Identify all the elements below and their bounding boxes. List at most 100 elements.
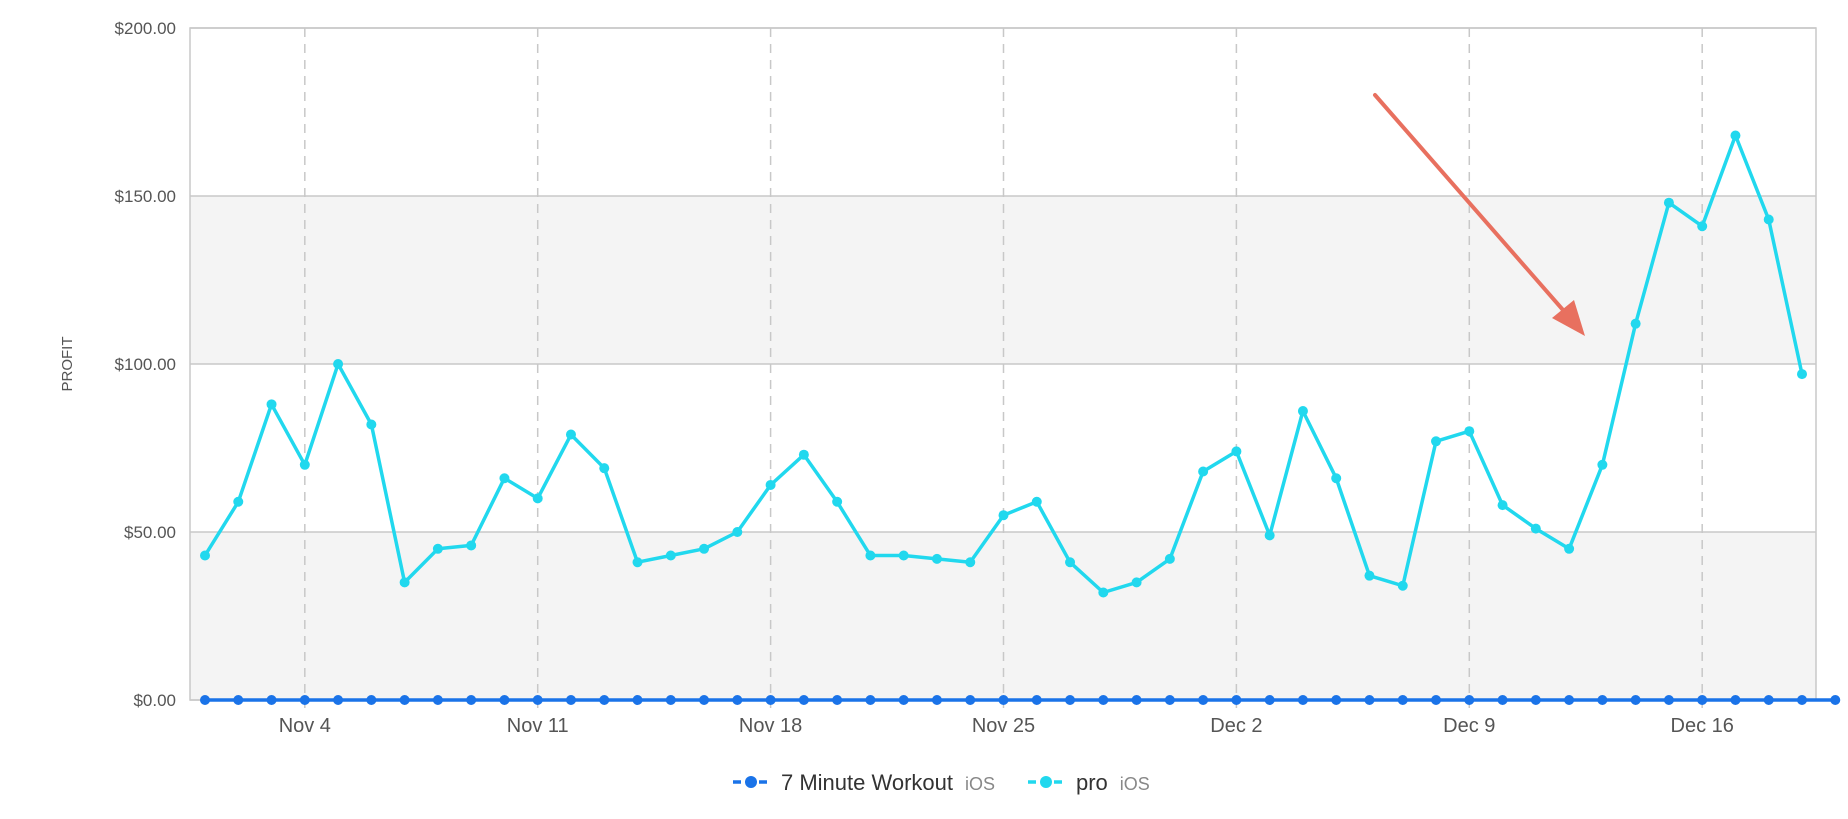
data-point [1663,695,1674,705]
data-point [200,695,210,705]
data-point [1131,577,1142,588]
data-point [1597,695,1608,705]
data-point [1431,436,1442,447]
data-point [599,695,610,705]
data-point [1597,459,1608,470]
data-point [765,479,776,490]
x-tick-label: Nov 4 [279,715,331,737]
y-axis: $0.00 $50.00 $100.00 $150.00 $200.00 [115,19,176,710]
data-point [998,695,1009,705]
data-point [865,550,876,561]
data-point [1065,695,1076,705]
legend-series-platform: iOS [965,774,995,794]
data-point [299,695,310,705]
x-tick-label: Nov 11 [507,715,569,737]
series-layer [200,130,1841,705]
data-point [1031,695,1042,705]
legend-swatch-marker [745,776,757,788]
x-axis: Nov 4 Nov 11 Nov 18 Nov 25 Dec 2 Dec 9 Dec 16 [279,700,1734,737]
data-point [965,695,976,705]
data-point [1264,695,1275,705]
data-point [1797,695,1807,705]
data-point [1164,553,1175,564]
data-point [965,557,976,568]
data-point [233,695,244,705]
data-point [1763,214,1774,225]
data-point [1497,500,1508,511]
data-point [565,695,576,705]
legend-series-name: pro [1076,770,1108,795]
data-point [333,695,344,705]
data-point [399,695,410,705]
data-point [832,695,843,705]
data-point [1065,557,1076,568]
data-point [632,695,643,705]
legend-item: 7 Minute Workout iOS [733,770,995,795]
data-point [266,399,277,410]
data-point [1331,473,1342,484]
data-point [765,695,776,705]
x-tick-label: Dec 2 [1210,715,1262,737]
data-point [1397,580,1408,591]
data-point [1331,695,1342,705]
data-point [732,695,743,705]
data-point [1397,695,1408,705]
data-point [1530,695,1541,705]
data-point [499,473,510,484]
data-point [565,429,576,440]
data-point [1464,426,1475,437]
data-point [1464,695,1475,705]
data-point [1164,695,1175,705]
legend-series-platform: iOS [1120,774,1150,794]
data-point [1297,406,1308,417]
data-point [1231,695,1242,705]
data-point [798,695,809,705]
data-point [1098,587,1109,598]
data-point [1098,695,1109,705]
data-point [432,543,443,554]
data-point [798,449,809,460]
data-point [1797,369,1807,380]
legend-swatch-marker [1040,776,1052,788]
data-point [333,359,344,369]
data-point [1264,530,1275,541]
data-point [1564,695,1575,705]
data-point [233,496,244,507]
data-point [1231,446,1242,457]
data-point [1630,695,1641,705]
legend-item: pro iOS [1028,770,1150,795]
legend-series-name: 7 Minute Workout [781,770,953,795]
data-point [200,550,210,561]
data-point [865,695,876,705]
data-point [699,695,710,705]
data-point [532,493,543,504]
data-point [1730,695,1741,705]
y-tick-label: $150.00 [115,187,176,206]
data-point [1564,543,1575,554]
annotation-arrow-shaft [1373,93,1572,320]
data-point [898,695,909,705]
data-point [366,695,377,705]
data-point [399,577,410,588]
data-point [1730,130,1741,141]
data-point [832,496,843,507]
data-point [366,419,377,430]
y-tick-label: $0.00 [133,691,176,710]
data-point [1697,221,1708,232]
x-tick-label: Dec 16 [1671,715,1734,737]
data-point [1198,695,1209,705]
data-point [532,695,543,705]
data-point [299,459,310,470]
series-pro [200,130,1807,598]
data-point [1497,695,1508,705]
data-point [732,527,743,537]
data-point [1364,695,1375,705]
data-point [1697,695,1708,705]
y-tick-label: $200.00 [115,19,176,38]
data-point [632,557,643,568]
data-point [931,695,942,705]
data-point [1297,695,1308,705]
data-point [432,695,443,705]
